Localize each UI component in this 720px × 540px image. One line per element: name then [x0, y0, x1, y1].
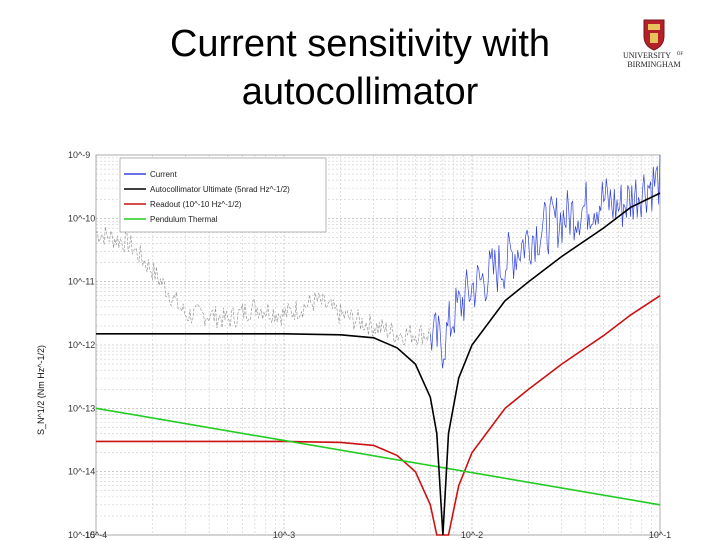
series-autocollimator-line: [96, 192, 661, 536]
y-tick-label: 10^-14: [68, 467, 95, 477]
x-tick-label: 10^-4: [85, 530, 107, 540]
logo-text-birmingham: BIRMINGHAM: [627, 60, 680, 69]
y-tick-label: 10^-13: [68, 403, 95, 413]
x-tick-labels: 10^-4 10^-3 10^-2 10^-1: [85, 530, 671, 540]
y-tick-label: 10^-10: [68, 213, 95, 223]
legend-entry-label: Autocollimator Ultimate (5nrad Hz^-1/2): [150, 185, 290, 194]
slide-title-line2: autocollimator: [241, 71, 479, 113]
plot-area-frame: [95, 154, 661, 536]
legend-entry-label: Readout (10^-10 Hz^-1/2): [150, 200, 242, 209]
logo-text-of: OF: [677, 52, 684, 57]
y-tick-label: 10^-9: [68, 150, 90, 160]
series-current-low-freq-line: [95, 226, 431, 346]
university-logo: UNIVERSITY OF BIRMINGHAM: [623, 19, 684, 69]
x-tick-label: 10^-2: [461, 530, 483, 540]
chart-legend: Current Autocollimator Ultimate (5nrad Hz…: [119, 157, 327, 233]
y-axis-label: S_N^1/2 (Nm Hz^-1/2): [36, 345, 46, 435]
legend-entry-label: Current: [150, 170, 177, 179]
slide-title: Current sensitivity with autocollimator: [110, 20, 610, 116]
sensitivity-chart: 10^-9 10^-10 10^-11 10^-12 10^-13 10^-14 10^-1…: [36, 150, 671, 540]
series-current-line: [430, 154, 661, 369]
series-readout-line: [96, 295, 661, 536]
x-tick-label: 10^-3: [273, 530, 295, 540]
y-tick-label: 10^-12: [68, 340, 95, 350]
y-tick-label: 10^-11: [68, 277, 95, 287]
legend-box: [119, 157, 327, 233]
series-pendulum-thermal-line: [95, 407, 661, 506]
x-tick-label: 10^-1: [649, 530, 671, 540]
shield-icon: [643, 19, 665, 51]
slide-title-line1: Current sensitivity with: [169, 23, 551, 65]
y-tick-label: 10^-15: [68, 530, 95, 540]
legend-entry-label: Pendulum Thermal: [150, 215, 218, 224]
y-tick-labels: 10^-9 10^-10 10^-11 10^-12 10^-13 10^-14 10^-1…: [68, 150, 95, 540]
chart-series: [95, 154, 661, 536]
logo-text-university: UNIVERSITY: [623, 51, 671, 60]
